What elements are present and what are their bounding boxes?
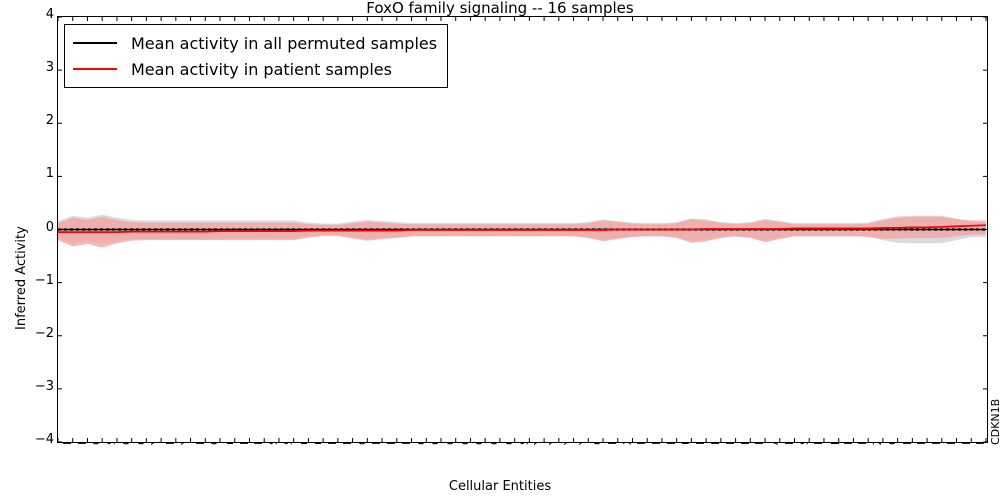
x-axis-label: Cellular Entities <box>448 479 552 494</box>
x-tick-label: CDKN1B <box>989 398 1000 445</box>
y-tick-label: 2 <box>45 113 54 129</box>
legend-label-permuted: Mean activity in all permuted samples <box>131 33 438 53</box>
mean-lines <box>58 224 987 234</box>
chart-legend: Mean activity in all permuted samples Me… <box>64 24 449 88</box>
y-tick-label: 3 <box>45 60 54 76</box>
y-tick-label: −4 <box>34 432 54 447</box>
legend-label-patient: Mean activity in patient samples <box>131 59 392 79</box>
y-tick-label: 1 <box>45 166 54 182</box>
legend-swatch-permuted-line <box>73 42 117 44</box>
legend-item-patient: Mean activity in patient samples <box>73 56 437 82</box>
y-tick-label: 0 <box>45 219 54 235</box>
chart-title: FoxO family signaling -- 16 samples <box>366 0 634 17</box>
x-tick-marks <box>58 17 987 442</box>
y-tick-label: −2 <box>34 325 54 341</box>
plot-svg <box>58 17 987 442</box>
legend-item-permuted: Mean activity in all permuted samples <box>73 30 437 56</box>
y-tick-marks <box>58 17 987 442</box>
y-tick-label: −3 <box>34 378 54 394</box>
y-tick-label: 4 <box>45 7 54 22</box>
legend-swatch-patient-line <box>73 68 117 70</box>
y-tick-label: −1 <box>34 272 54 288</box>
